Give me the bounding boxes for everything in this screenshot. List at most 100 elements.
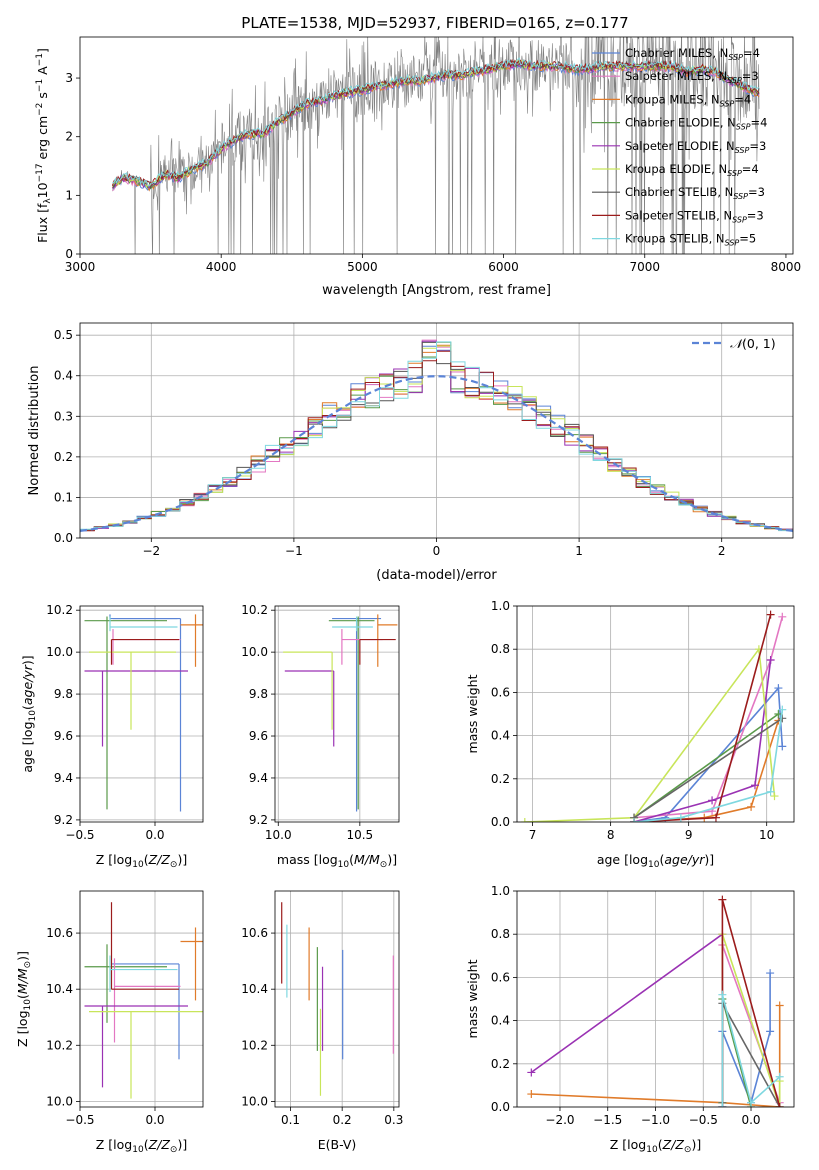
y-axis-label: age [log10(age/yr)] [20,655,38,772]
weight-marker [766,787,775,796]
x-axis-label: wavelength [Angstrom, rest frame] [322,283,551,298]
legend-label: 𝒩(0, 1) [730,336,776,351]
axes-frame [79,36,794,255]
y-tick-label: 10.2 [241,1038,268,1052]
y-tick-label: 10.2 [46,603,73,617]
weight-marker [766,656,775,664]
y-tick-label: 10.0 [46,645,73,659]
weight-series-line [721,998,752,1107]
y-tick-label: 10.4 [46,982,73,996]
weight-vs-z-panel: −2.0 −1.5 −1.0 −0.5 0.0 0.0 0.2 0.4 0.6 0.8 1.0 Z [… [465,884,795,1155]
y-tick-label: 0.4 [491,1014,510,1028]
x-tick-label: −1.5 [593,1113,622,1127]
weight-marker [711,813,720,822]
x-tick-label: 0.3 [384,1113,403,1127]
x-tick-label: 7000 [629,260,660,274]
age-vs-mass-plot-area [283,614,398,812]
y-axis-label: Flux [fλ10−17 erg cm−2 s−1 A−1] [35,48,53,243]
legend-label: Kroupa STELIB, NSSP=5 [625,232,756,248]
legend-label: Chabrier MILES, NSSP=4 [625,46,760,62]
axes-frame [516,890,795,1108]
mass-vs-ebv-plot-area [281,902,394,1096]
y-tick-label: 9.8 [54,687,73,701]
weight-marker [750,781,759,790]
spectrum-model-line [112,57,760,187]
x-tick-label: 8000 [771,260,802,274]
y-tick-label: 0.1 [54,490,73,504]
y-axis-label: mass weight [465,959,480,1038]
weight-marker [770,792,779,801]
x-tick-label: 2 [718,544,726,558]
weight-marker [766,610,775,619]
axes-frame [274,605,400,823]
y-tick-label: 0.0 [54,531,73,545]
y-tick-label: 9.2 [249,813,268,827]
legend-label: Chabrier ELODIE, NSSP=4 [625,116,767,132]
x-tick-label: 5000 [347,260,378,274]
y-tick-label: 9.4 [249,771,268,785]
x-tick-label: −2 [142,544,160,558]
y-tick-label: 0.4 [54,369,73,383]
weight-marker [766,969,775,978]
y-tick-label: 3 [65,71,73,85]
weight-marker [718,1103,727,1107]
y-tick-label: 9.2 [54,813,73,827]
x-tick-label: 0.0 [145,1113,164,1127]
mass-vs-ebv-panel: 0.1 0.2 0.3 10.0 10.2 10.4 10.6 E(B-V) [241,890,403,1152]
x-tick-label: 0.1 [281,1113,300,1127]
weight-marker [520,818,529,822]
x-tick-label: 9 [685,828,693,842]
weight-marker [708,796,717,805]
weight-series-line [633,713,779,819]
weight-marker [778,705,787,714]
x-tick-label: 0 [433,544,441,558]
weight-vs-age-panel: 7 8 9 10 0.0 0.2 0.4 0.6 0.8 1.0 age [log10(age/yr… [465,599,795,870]
legend-label: Chabrier STELIB, NSSP=3 [625,185,765,201]
weight-marker [775,1072,784,1081]
weight-series-line [633,717,783,819]
y-tick-label: 9.6 [54,729,73,743]
residuals-plot-area [80,339,793,533]
y-tick-label: 10.6 [241,926,268,940]
weight-marker [775,1103,784,1107]
weight-marker [527,1090,536,1099]
axes-frame [516,605,795,823]
y-tick-label: 9.4 [54,771,73,785]
spectrum-plot-area [112,37,760,254]
x-tick-label: 8 [607,828,615,842]
weight-marker [766,1027,775,1036]
x-tick-label: 0.0 [145,828,164,842]
x-axis-label: (data-model)/error [376,568,497,583]
x-tick-label: 10 [759,828,774,842]
x-tick-label: 10.5 [346,828,373,842]
y-tick-label: 2 [65,130,73,144]
x-tick-label: −0.5 [65,1113,94,1127]
x-axis-label: Z [log10(Z/Z⊙)] [96,852,187,870]
y-tick-label: 0.0 [491,1100,510,1114]
x-tick-label: −2.0 [545,1113,574,1127]
y-tick-label: 0 [65,247,73,261]
y-tick-label: 10.2 [46,1038,73,1052]
weight-vs-age-plot-area [520,610,787,822]
weight-marker [774,684,783,693]
y-tick-label: 10.2 [241,603,268,617]
figure-title: PLATE=1538, MJD=52937, FIBERID=0165, z=0… [241,14,628,32]
weight-marker [527,1068,536,1077]
y-tick-label: 0.8 [491,642,510,656]
x-axis-label: age [log10(age/yr)] [597,852,714,870]
weight-series-line [633,709,784,822]
weight-series-line [633,616,784,819]
weight-series-line [633,659,772,822]
spectrum-model-line [112,58,760,189]
weight-marker [778,612,787,621]
x-axis-label: Z [log10(Z/Z⊙)] [610,1137,701,1155]
weight-marker [747,1098,756,1107]
x-tick-label: 0.0 [741,1113,760,1127]
legend-label: Kroupa MILES, NSSP=4 [625,92,751,108]
weight-marker [778,714,787,723]
y-tick-label: 1.0 [491,884,510,898]
y-axis-label: Z [log10(M/M⊙)] [15,951,33,1047]
residuals-panel: −2 −1 0 1 2 0.0 0.1 0.2 0.3 0.4 0.5 𝒩(0, 1) (data-mo… [27,322,794,583]
x-tick-label: 6000 [488,260,519,274]
weight-marker [676,813,685,822]
